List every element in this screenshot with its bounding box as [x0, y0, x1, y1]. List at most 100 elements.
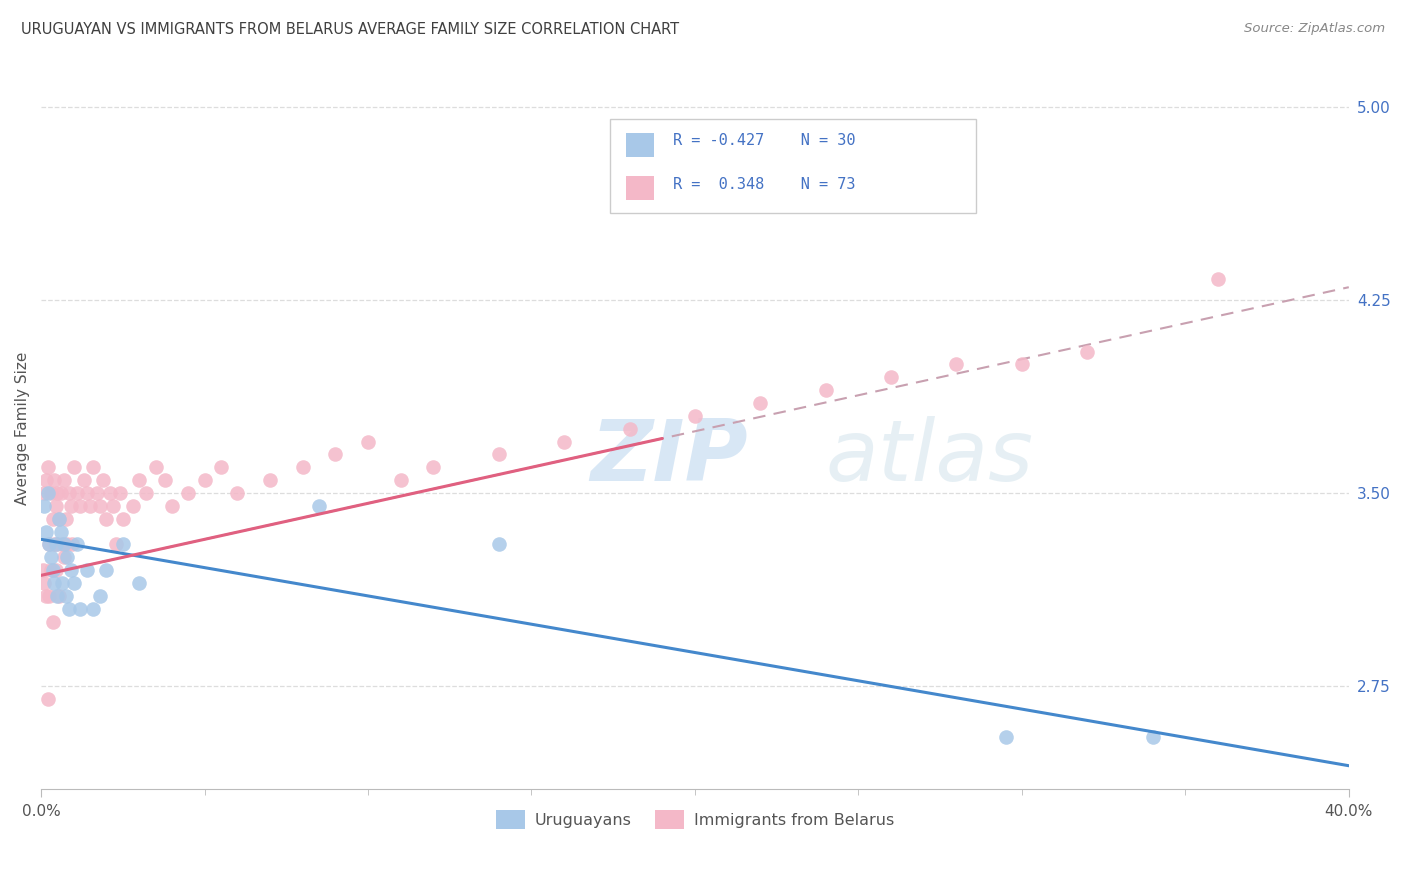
Point: [488, 537, 510, 551]
Point: [209, 460, 232, 475]
Point: [96, 512, 118, 526]
Point: [145, 460, 167, 475]
Text: ZIP: ZIP: [591, 416, 748, 499]
Point: [76, 563, 98, 577]
Point: [135, 486, 157, 500]
Bar: [610, 119, 976, 212]
Point: [128, 473, 150, 487]
Point: [1011, 357, 1033, 371]
Point: [325, 447, 347, 461]
Point: [108, 486, 131, 500]
Point: [53, 550, 76, 565]
Point: [69, 601, 91, 615]
Point: [49, 524, 72, 539]
Bar: [626, 133, 654, 157]
Point: [1206, 272, 1229, 286]
Point: [41, 615, 63, 629]
Point: [39, 563, 62, 577]
Point: [1142, 731, 1164, 745]
Point: [51, 576, 73, 591]
Point: [683, 409, 706, 423]
Point: [44, 576, 66, 591]
Point: [945, 357, 967, 371]
Point: [39, 550, 62, 565]
Point: [422, 460, 444, 475]
Point: [59, 563, 82, 577]
Point: [76, 486, 98, 500]
Point: [389, 473, 412, 487]
Point: [37, 460, 59, 475]
Point: [177, 486, 200, 500]
Text: Source: ZipAtlas.com: Source: ZipAtlas.com: [1244, 22, 1385, 36]
Point: [259, 473, 281, 487]
Point: [34, 499, 56, 513]
Point: [53, 537, 76, 551]
Point: [60, 537, 83, 551]
Point: [82, 601, 104, 615]
Y-axis label: Average Family Size: Average Family Size: [15, 352, 30, 506]
Point: [79, 499, 101, 513]
Point: [111, 537, 134, 551]
Point: [62, 576, 84, 591]
Point: [880, 370, 903, 384]
Point: [357, 434, 380, 449]
Point: [89, 499, 111, 513]
Point: [101, 499, 124, 513]
Text: R = -0.427    N = 30: R = -0.427 N = 30: [672, 134, 855, 148]
Point: [128, 576, 150, 591]
Point: [749, 396, 772, 410]
Text: atlas: atlas: [825, 416, 1033, 499]
Point: [46, 486, 69, 500]
Point: [59, 499, 82, 513]
Point: [45, 499, 67, 513]
Point: [48, 589, 70, 603]
Point: [96, 563, 118, 577]
Point: [44, 537, 66, 551]
Point: [55, 589, 77, 603]
Point: [111, 512, 134, 526]
Point: [56, 550, 79, 565]
Point: [38, 537, 60, 551]
Point: [55, 512, 77, 526]
Point: [98, 486, 121, 500]
Point: [35, 524, 58, 539]
Point: [72, 473, 94, 487]
Point: [553, 434, 575, 449]
Point: [994, 731, 1017, 745]
Point: [35, 473, 58, 487]
Point: [91, 473, 114, 487]
Point: [308, 499, 330, 513]
Point: [193, 473, 215, 487]
Point: [105, 537, 128, 551]
Point: [41, 512, 63, 526]
Point: [38, 589, 60, 603]
Point: [48, 512, 70, 526]
Point: [1076, 344, 1098, 359]
Point: [58, 486, 80, 500]
Point: [488, 447, 510, 461]
Point: [58, 601, 80, 615]
Point: [62, 460, 84, 475]
Point: [39, 486, 62, 500]
Legend: Uruguayans, Immigrants from Belarus: Uruguayans, Immigrants from Belarus: [489, 804, 900, 835]
Point: [37, 486, 59, 500]
Point: [44, 473, 66, 487]
Point: [160, 499, 183, 513]
Point: [121, 499, 143, 513]
Text: URUGUAYAN VS IMMIGRANTS FROM BELARUS AVERAGE FAMILY SIZE CORRELATION CHART: URUGUAYAN VS IMMIGRANTS FROM BELARUS AVE…: [21, 22, 679, 37]
Point: [45, 563, 67, 577]
Point: [46, 537, 69, 551]
Point: [48, 512, 70, 526]
Point: [82, 460, 104, 475]
Bar: [626, 176, 654, 200]
Point: [291, 460, 314, 475]
Point: [35, 589, 58, 603]
Point: [56, 537, 79, 551]
Point: [34, 486, 56, 500]
Point: [45, 537, 67, 551]
Point: [619, 422, 641, 436]
Point: [41, 563, 63, 577]
Point: [89, 589, 111, 603]
Point: [31, 563, 53, 577]
Point: [37, 691, 59, 706]
